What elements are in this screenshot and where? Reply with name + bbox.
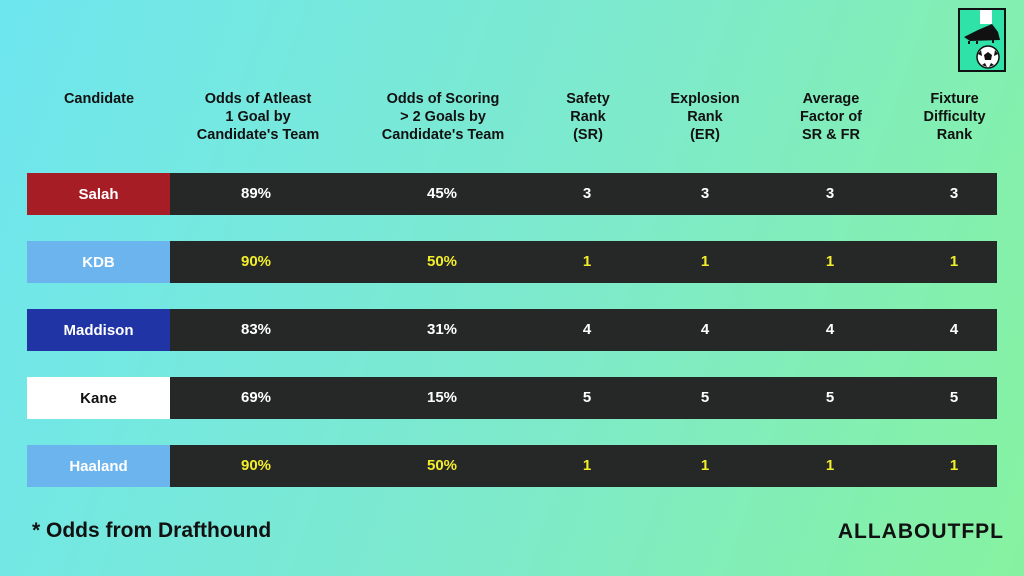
cell-odds-two-goals: 31% bbox=[426, 321, 458, 338]
candidate-name: KDB bbox=[27, 241, 170, 283]
candidate-name: Maddison bbox=[27, 309, 170, 351]
cell-odds-two-goals: 50% bbox=[426, 457, 458, 474]
cell-odds-two-goals: 15% bbox=[426, 389, 458, 406]
cell-fixture-difficulty: 4 bbox=[949, 321, 959, 338]
cell-average-factor: 1 bbox=[825, 457, 835, 474]
cell-average-factor: 1 bbox=[825, 253, 835, 270]
cell-average-factor: 3 bbox=[825, 185, 835, 202]
cell-fixture-difficulty: 1 bbox=[949, 457, 959, 474]
cell-odds-one-goal: 90% bbox=[240, 457, 272, 474]
row-values: 83% 31% 4 4 4 4 bbox=[170, 309, 997, 351]
candidate-name: Kane bbox=[27, 377, 170, 419]
header-explosion-rank: Explosion Rank (ER) bbox=[670, 91, 740, 143]
header-average-factor: Average Factor of SR & FR bbox=[799, 91, 863, 143]
cell-safety-rank: 1 bbox=[582, 253, 592, 270]
cell-safety-rank: 4 bbox=[582, 321, 592, 338]
cell-explosion-rank: 1 bbox=[700, 457, 710, 474]
header-candidate: Candidate bbox=[63, 91, 135, 107]
candidate-name: Salah bbox=[27, 173, 170, 215]
cell-safety-rank: 1 bbox=[582, 457, 592, 474]
cell-fixture-difficulty: 5 bbox=[949, 389, 959, 406]
header-safety-rank: Safety Rank (SR) bbox=[566, 91, 610, 143]
table-row: Kane 69% 15% 5 5 5 5 bbox=[27, 377, 997, 419]
candidate-name: Haaland bbox=[27, 445, 170, 487]
cell-explosion-rank: 1 bbox=[700, 253, 710, 270]
cell-fixture-difficulty: 1 bbox=[949, 253, 959, 270]
cell-average-factor: 5 bbox=[825, 389, 835, 406]
table-row: KDB 90% 50% 1 1 1 1 bbox=[27, 241, 997, 283]
row-values: 69% 15% 5 5 5 5 bbox=[170, 377, 997, 419]
table-row: Haaland 90% 50% 1 1 1 1 bbox=[27, 445, 997, 487]
header-odds-two-goals: Odds of Scoring > 2 Goals by Candidate's… bbox=[381, 91, 505, 143]
brand-logo-text: ALLABOUTFPL bbox=[837, 520, 1004, 543]
cell-odds-two-goals: 50% bbox=[426, 253, 458, 270]
header-odds-one-goal: Odds of Atleast 1 Goal by Candidate's Te… bbox=[196, 91, 320, 143]
row-values: 90% 50% 1 1 1 1 bbox=[170, 445, 997, 487]
cell-safety-rank: 5 bbox=[582, 389, 592, 406]
cell-odds-two-goals: 45% bbox=[426, 185, 458, 202]
cell-fixture-difficulty: 3 bbox=[949, 185, 959, 202]
cell-odds-one-goal: 90% bbox=[240, 253, 272, 270]
table-row: Salah 89% 45% 3 3 3 3 bbox=[27, 173, 997, 215]
footnote: * Odds from Drafthound bbox=[32, 519, 272, 542]
header-fixture-difficulty: Fixture Difficulty Rank bbox=[923, 91, 986, 143]
cell-safety-rank: 3 bbox=[582, 185, 592, 202]
cell-odds-one-goal: 83% bbox=[240, 321, 272, 338]
cell-odds-one-goal: 89% bbox=[240, 185, 272, 202]
cell-average-factor: 4 bbox=[825, 321, 835, 338]
football-boot-and-ball-icon bbox=[958, 8, 1006, 72]
cell-odds-one-goal: 69% bbox=[240, 389, 272, 406]
cell-explosion-rank: 4 bbox=[700, 321, 710, 338]
row-values: 90% 50% 1 1 1 1 bbox=[170, 241, 997, 283]
row-values: 89% 45% 3 3 3 3 bbox=[170, 173, 997, 215]
table-row: Maddison 83% 31% 4 4 4 4 bbox=[27, 309, 997, 351]
cell-explosion-rank: 3 bbox=[700, 185, 710, 202]
cell-explosion-rank: 5 bbox=[700, 389, 710, 406]
